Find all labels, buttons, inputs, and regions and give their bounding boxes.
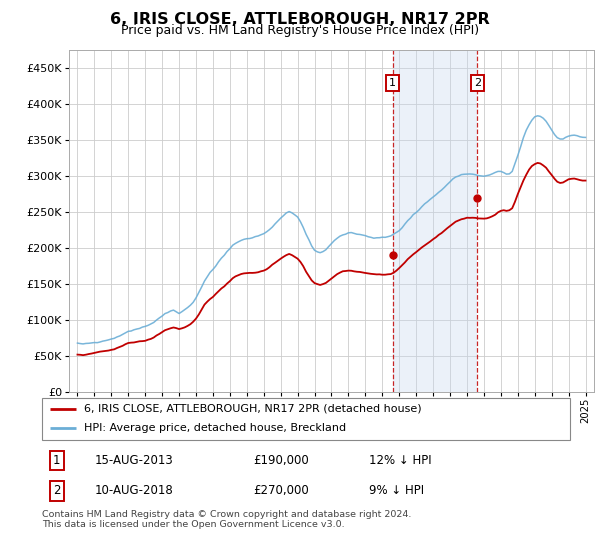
- Text: HPI: Average price, detached house, Breckland: HPI: Average price, detached house, Brec…: [84, 423, 346, 433]
- Text: 10-AUG-2018: 10-AUG-2018: [95, 484, 173, 497]
- Text: 9% ↓ HPI: 9% ↓ HPI: [370, 484, 424, 497]
- FancyBboxPatch shape: [42, 398, 570, 440]
- Text: 12% ↓ HPI: 12% ↓ HPI: [370, 454, 432, 467]
- Text: 2: 2: [53, 484, 61, 497]
- Text: Price paid vs. HM Land Registry's House Price Index (HPI): Price paid vs. HM Land Registry's House …: [121, 24, 479, 36]
- Text: 1: 1: [53, 454, 61, 467]
- Text: £270,000: £270,000: [253, 484, 309, 497]
- Text: 6, IRIS CLOSE, ATTLEBOROUGH, NR17 2PR: 6, IRIS CLOSE, ATTLEBOROUGH, NR17 2PR: [110, 12, 490, 27]
- Text: 2: 2: [474, 78, 481, 88]
- Text: 15-AUG-2013: 15-AUG-2013: [95, 454, 173, 467]
- Text: 6, IRIS CLOSE, ATTLEBOROUGH, NR17 2PR (detached house): 6, IRIS CLOSE, ATTLEBOROUGH, NR17 2PR (d…: [84, 404, 422, 414]
- Bar: [393, 50, 478, 392]
- Text: £190,000: £190,000: [253, 454, 309, 467]
- Text: 1: 1: [389, 78, 397, 88]
- Text: Contains HM Land Registry data © Crown copyright and database right 2024.
This d: Contains HM Land Registry data © Crown c…: [42, 510, 412, 529]
